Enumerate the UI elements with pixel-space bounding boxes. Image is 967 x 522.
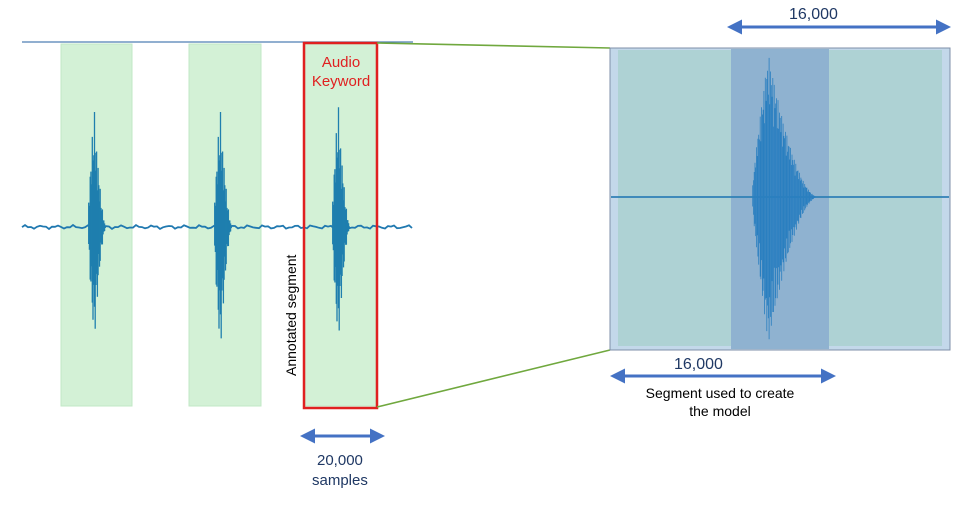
segment-caption-line-1: Segment used to create <box>645 385 795 401</box>
waveform-full <box>21 107 413 339</box>
zoom-waveform-burst <box>752 57 818 340</box>
sample-count-label: 20,000 <box>317 452 363 469</box>
waveform-burst-3 <box>332 107 350 331</box>
waveform-burst-2 <box>214 112 232 339</box>
zoom-connector-top <box>376 42 611 49</box>
top-dimension-label: 16,000 <box>789 6 838 23</box>
inner-dimension-label: 16,000 <box>674 356 723 373</box>
segment-caption-line-2: the model <box>689 403 751 419</box>
audio-keyword-line-2: Keyword <box>311 73 371 90</box>
audio-keyword-line-1: Audio <box>321 54 361 71</box>
audio-keyword-box <box>302 41 379 410</box>
sample-unit-label: samples <box>312 472 368 489</box>
audio-keyword-label: Audio Keyword <box>304 53 378 91</box>
waveform-bursts <box>88 107 350 339</box>
zoom-panel <box>609 47 951 351</box>
zoom-connector-bottom <box>376 349 611 408</box>
segment-caption: Segment used to create the model <box>620 384 820 420</box>
annotated-segment-label: Annotated segment <box>283 254 299 376</box>
waveform-burst-1 <box>88 112 106 329</box>
